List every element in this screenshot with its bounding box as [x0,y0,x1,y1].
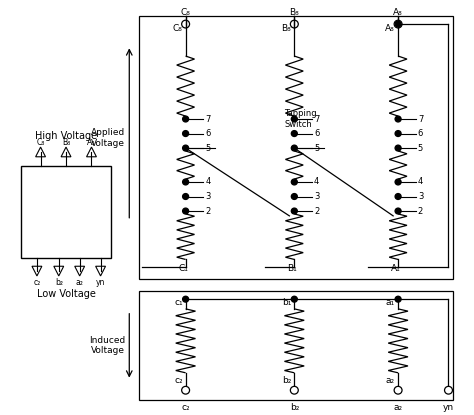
Polygon shape [61,147,71,157]
Polygon shape [54,266,64,276]
Circle shape [182,194,189,200]
Circle shape [182,296,189,302]
Circle shape [292,194,297,200]
Text: c₂: c₂ [181,403,190,412]
Text: 5: 5 [314,144,319,153]
Text: A₈: A₈ [393,8,403,17]
Text: b₂: b₂ [290,403,299,412]
Text: A₁: A₁ [391,264,401,273]
Text: C₈: C₈ [173,24,182,33]
Text: Induced
Voltage: Induced Voltage [89,336,125,355]
Text: A₈: A₈ [385,24,395,33]
Text: C₈: C₈ [36,138,45,147]
Text: yn: yn [96,278,105,287]
Circle shape [182,179,189,185]
Circle shape [395,21,401,27]
Circle shape [395,208,401,214]
Text: 2: 2 [418,207,423,215]
Circle shape [292,296,297,302]
Polygon shape [36,147,46,157]
Circle shape [292,116,297,122]
Text: Tapping
Switch: Tapping Switch [284,109,317,129]
Circle shape [182,116,189,122]
Polygon shape [96,266,106,276]
Text: B₁: B₁ [287,264,297,273]
Text: 5: 5 [418,144,423,153]
Circle shape [292,131,297,137]
Circle shape [395,296,401,302]
Text: 5: 5 [205,144,210,153]
Text: c₂: c₂ [174,376,182,385]
Text: Applied
Voltage: Applied Voltage [91,128,125,148]
Text: c₂: c₂ [33,278,41,287]
Circle shape [395,194,401,200]
Text: C₈: C₈ [181,8,191,17]
Circle shape [292,208,297,214]
Text: a₂: a₂ [393,403,402,412]
Text: 2: 2 [205,207,210,215]
Polygon shape [87,147,96,157]
Text: 7: 7 [314,115,319,124]
Text: a₁: a₁ [386,298,395,307]
Text: 3: 3 [205,192,211,201]
Text: 2: 2 [314,207,319,215]
Polygon shape [32,266,42,276]
Text: 3: 3 [418,192,423,201]
Circle shape [395,179,401,185]
Text: a₂: a₂ [386,376,395,385]
Bar [139,16,454,279]
Circle shape [182,208,189,214]
Text: c₁: c₁ [174,298,182,307]
Text: b₁: b₁ [282,298,292,307]
Circle shape [182,145,189,151]
Text: B₈: B₈ [290,8,299,17]
Bar [20,166,111,258]
Text: 4: 4 [205,178,210,186]
Bar [139,291,454,400]
Text: 6: 6 [314,129,319,138]
Text: 4: 4 [314,178,319,186]
Circle shape [292,145,297,151]
Text: a₂: a₂ [76,278,83,287]
Circle shape [182,131,189,137]
Text: C₁: C₁ [179,264,189,273]
Text: B₈: B₈ [282,24,292,33]
Text: 6: 6 [205,129,211,138]
Text: High Voltage: High Voltage [35,132,97,142]
Text: 7: 7 [418,115,423,124]
Circle shape [395,116,401,122]
Text: Low Voltage: Low Voltage [36,289,95,299]
Polygon shape [75,266,84,276]
Text: B₈: B₈ [62,138,70,147]
Text: yn: yn [443,403,454,412]
Circle shape [395,131,401,137]
Circle shape [292,179,297,185]
Text: 3: 3 [314,192,319,201]
Text: 4: 4 [418,178,423,186]
Text: 7: 7 [205,115,211,124]
Text: b₂: b₂ [282,376,292,385]
Text: b₂: b₂ [55,278,63,287]
Text: 6: 6 [418,129,423,138]
Circle shape [395,145,401,151]
Text: A₈: A₈ [87,138,96,147]
